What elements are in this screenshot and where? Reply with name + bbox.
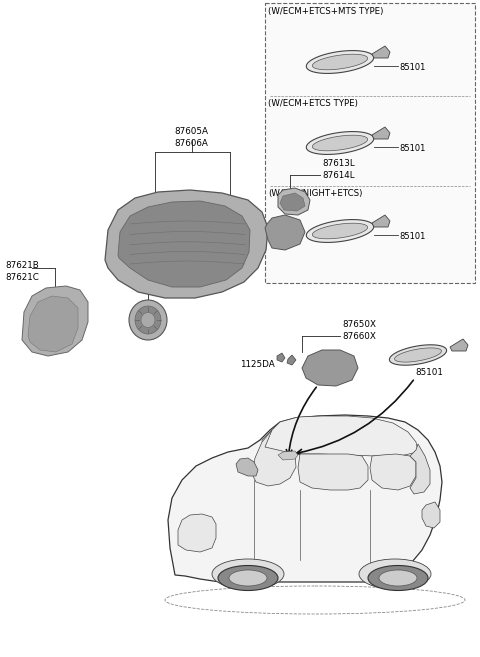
Text: (W/DAY/NIGHT+ETCS): (W/DAY/NIGHT+ETCS): [268, 189, 362, 198]
Polygon shape: [450, 339, 468, 351]
Polygon shape: [312, 55, 368, 70]
Text: 87660X: 87660X: [342, 332, 376, 341]
Text: 1125DA: 1125DA: [240, 360, 275, 369]
Polygon shape: [118, 201, 250, 287]
Text: 87614L: 87614L: [322, 171, 355, 180]
Polygon shape: [277, 353, 285, 362]
Text: 87622: 87622: [175, 273, 203, 282]
Polygon shape: [306, 219, 374, 242]
Ellipse shape: [229, 570, 267, 586]
Polygon shape: [372, 46, 390, 58]
Ellipse shape: [212, 559, 284, 589]
Polygon shape: [28, 296, 78, 352]
Polygon shape: [422, 502, 440, 528]
Polygon shape: [372, 127, 390, 139]
Ellipse shape: [218, 566, 278, 591]
Polygon shape: [312, 135, 368, 151]
Polygon shape: [372, 215, 390, 227]
Text: 87621B: 87621B: [5, 261, 39, 270]
Ellipse shape: [141, 313, 155, 327]
Text: 85101: 85101: [399, 144, 425, 153]
Polygon shape: [265, 215, 305, 250]
Text: (W/ECM+ETCS+MTS TYPE): (W/ECM+ETCS+MTS TYPE): [268, 7, 384, 16]
Polygon shape: [168, 415, 442, 582]
Text: 87613L: 87613L: [322, 159, 355, 168]
Text: 87621C: 87621C: [5, 273, 39, 282]
Polygon shape: [302, 350, 358, 386]
Text: 87605A: 87605A: [174, 127, 208, 136]
Polygon shape: [306, 131, 374, 154]
Ellipse shape: [379, 570, 417, 586]
Text: (W/ECM+ETCS TYPE): (W/ECM+ETCS TYPE): [268, 99, 358, 108]
Polygon shape: [252, 430, 296, 486]
Polygon shape: [105, 190, 268, 298]
Polygon shape: [410, 444, 430, 494]
Polygon shape: [312, 223, 368, 238]
Polygon shape: [262, 416, 418, 456]
Text: 85101: 85101: [399, 232, 425, 241]
Polygon shape: [306, 51, 374, 74]
Text: 85101: 85101: [415, 368, 443, 377]
Polygon shape: [278, 188, 310, 215]
Polygon shape: [22, 286, 88, 356]
Ellipse shape: [135, 306, 161, 334]
Polygon shape: [278, 451, 298, 460]
Polygon shape: [389, 345, 446, 365]
Ellipse shape: [129, 300, 167, 340]
Text: 87650X: 87650X: [342, 320, 376, 329]
Polygon shape: [370, 454, 416, 490]
Polygon shape: [280, 193, 305, 211]
Polygon shape: [178, 514, 216, 552]
Polygon shape: [287, 355, 296, 365]
Polygon shape: [298, 454, 368, 490]
Text: 85101: 85101: [399, 63, 425, 72]
Ellipse shape: [359, 559, 431, 589]
Ellipse shape: [368, 566, 428, 591]
Polygon shape: [236, 458, 258, 476]
Bar: [265, 3, 475, 283]
Text: 87612: 87612: [175, 261, 203, 270]
Polygon shape: [395, 348, 442, 362]
Text: 87606A: 87606A: [174, 139, 208, 148]
